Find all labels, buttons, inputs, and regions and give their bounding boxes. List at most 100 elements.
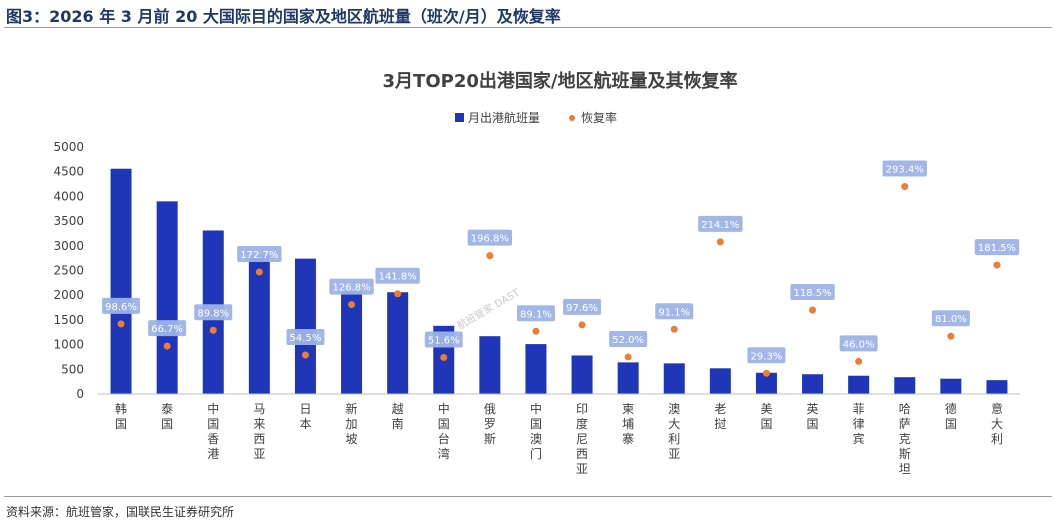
x-tick-label: 中国澳门 <box>530 401 542 461</box>
bar <box>387 292 409 394</box>
x-tick-label: 泰国 <box>161 402 173 431</box>
x-axis: 韩国 泰国 中国香港 马来西亚 日本 新加坡 越南 中国台湾 俄罗斯 中国澳门 印度尼西亚 柬埔寨 澳大… <box>98 393 1020 476</box>
legend-swatch-bar <box>455 113 464 122</box>
x-tick-label: 美国 <box>760 402 772 431</box>
recovery-dot <box>809 306 817 314</box>
bar <box>525 344 547 394</box>
data-label: 118.5% <box>793 288 831 299</box>
recovery-dot <box>624 353 632 361</box>
x-tick-label: 意大利 <box>991 401 1003 446</box>
data-label: 52.0% <box>612 335 644 346</box>
x-tick-label: 中国台湾 <box>438 401 450 461</box>
data-label: 81.0% <box>935 314 967 325</box>
recovery-dot <box>163 342 171 350</box>
recovery-dot <box>901 183 909 191</box>
recovery-dot <box>532 327 540 335</box>
data-label-box <box>974 239 1020 256</box>
data-label-box <box>375 267 420 284</box>
bottom-rule <box>4 496 1052 497</box>
bar <box>156 201 178 394</box>
data-label-box <box>563 298 602 315</box>
data-label-box <box>102 297 141 314</box>
data-label-box <box>790 284 835 301</box>
data-label: 89.1% <box>520 309 552 320</box>
recovery-dot <box>947 332 955 340</box>
recovery-dot <box>209 326 217 334</box>
y-tick-label: 1500 <box>53 313 84 327</box>
data-label: 172.7% <box>240 250 278 261</box>
data-label: 126.8% <box>332 283 370 294</box>
recovery-dot <box>348 301 356 309</box>
bar <box>848 375 870 394</box>
y-tick-label: 0 <box>76 387 84 401</box>
y-tick-label: 3500 <box>53 214 84 228</box>
y-tick-label: 500 <box>61 362 84 376</box>
x-tick-label: 中国香港 <box>207 401 219 461</box>
bar <box>571 355 593 394</box>
data-label: 141.8% <box>379 272 417 283</box>
recovery-dot <box>993 261 1001 269</box>
bar <box>894 377 916 394</box>
data-label-box <box>194 304 233 321</box>
bar <box>802 374 824 394</box>
recovery-dot <box>301 351 309 359</box>
x-tick-label: 澳大利亚 <box>668 402 680 461</box>
bar <box>341 291 363 394</box>
x-tick-label: 新加坡 <box>346 401 358 446</box>
chart-title: 3月TOP20出港国家/地区航班量及其恢复率 <box>383 70 738 92</box>
data-label: 91.1% <box>658 307 690 318</box>
data-label: 293.4% <box>886 165 924 176</box>
data-label-box <box>329 278 374 295</box>
data-label: 181.5% <box>978 243 1016 254</box>
x-tick-label: 韩国 <box>115 401 127 431</box>
data-label-box <box>467 229 513 246</box>
y-tick-label: 3000 <box>53 239 84 253</box>
data-label: 97.6% <box>566 303 598 314</box>
bar <box>940 378 962 394</box>
x-tick-label: 老挝 <box>714 402 726 431</box>
bar <box>110 168 132 394</box>
bar <box>294 258 316 394</box>
data-label: 46.0% <box>843 339 875 350</box>
data-label-box <box>839 335 878 352</box>
bar <box>663 363 685 394</box>
data-label-box <box>286 328 325 345</box>
x-tick-label: 印度尼西亚 <box>576 402 588 476</box>
x-tick-label: 德国 <box>945 401 957 431</box>
source-note: 资料来源：航班管家，国联民生证券研究所 <box>6 505 235 519</box>
y-axis: 0 500 1000 1500 2000 2500 3000 3500 4000 4500 5000 <box>53 140 84 401</box>
data-label: 98.6% <box>105 302 137 313</box>
y-tick-label: 1000 <box>53 338 84 352</box>
bar <box>986 380 1008 394</box>
legend-label-bar: 月出港航班量 <box>468 110 540 125</box>
recovery-dot <box>117 320 125 328</box>
recovery-dot <box>855 357 863 365</box>
data-label-box <box>516 305 555 322</box>
data-label-box <box>882 160 927 177</box>
x-tick-label: 马来西亚 <box>253 402 265 461</box>
data-label-box <box>747 347 786 364</box>
y-tick-label: 2500 <box>53 264 84 278</box>
recovery-dot <box>762 369 770 377</box>
recovery-rate-series: 98.6% 66.7% 89.8% 172.7% 54.5% 126.8% 141.8% 51… <box>102 160 1020 377</box>
bar <box>709 368 731 394</box>
data-label: 196.8% <box>471 234 509 245</box>
data-label: 214.1% <box>701 220 739 231</box>
y-tick-label: 5000 <box>53 140 84 154</box>
x-tick-label: 哈萨克斯坦 <box>899 402 911 476</box>
data-label-box <box>655 303 694 320</box>
bar <box>248 255 270 394</box>
recovery-dot <box>716 238 724 246</box>
x-tick-label: 柬埔寨 <box>622 402 634 446</box>
legend-label-dot: 恢复率 <box>581 110 617 125</box>
y-tick-label: 4500 <box>53 165 84 179</box>
data-label-box <box>609 330 648 347</box>
x-tick-label: 越南 <box>392 402 404 431</box>
data-label: 66.7% <box>151 324 183 335</box>
x-tick-label: 俄罗斯 <box>484 402 496 446</box>
data-label: 54.5% <box>290 333 322 344</box>
legend-swatch-dot <box>569 115 575 121</box>
bar <box>479 336 501 394</box>
data-label-box <box>931 310 970 327</box>
